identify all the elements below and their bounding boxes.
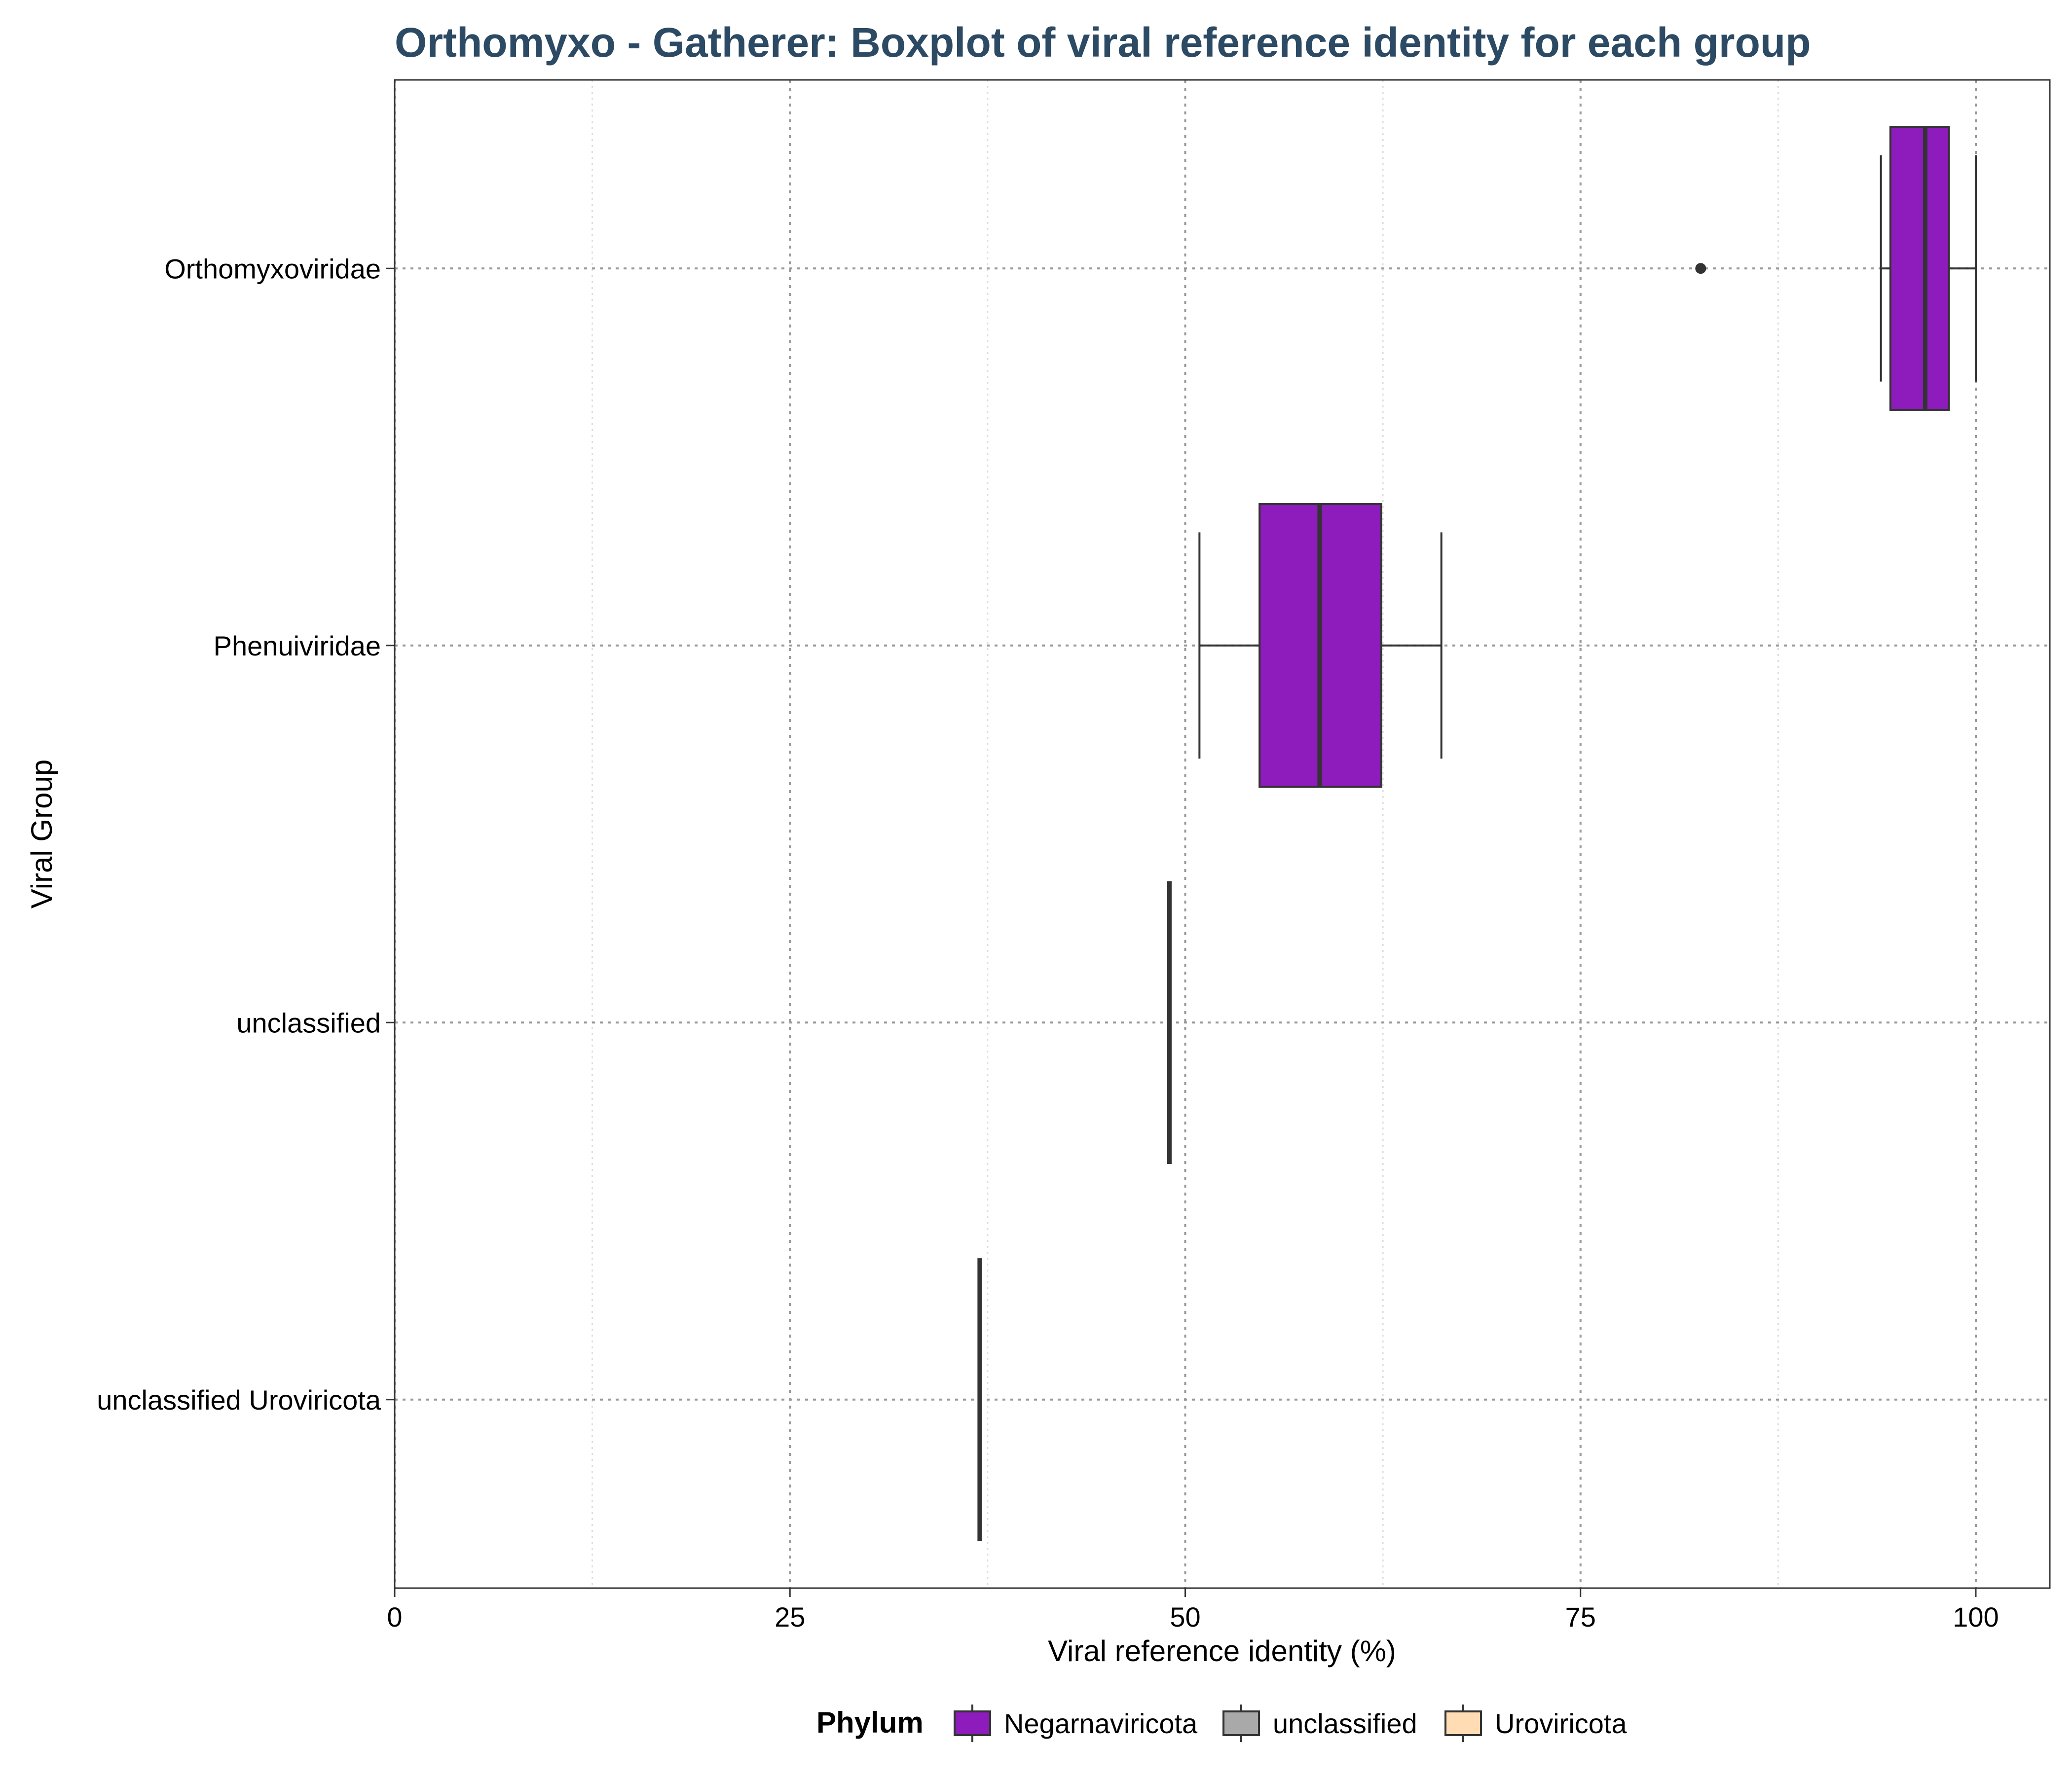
legend-title: Phylum	[816, 1706, 924, 1739]
legend: Phylum Negarnaviricota unclassified Urovir…	[816, 1705, 1627, 1742]
y-axis-title: Viral Group	[25, 760, 58, 908]
chart-title: Orthomyxo - Gatherer: Boxplot of viral r…	[395, 19, 1811, 66]
legend-key-box	[1444, 1710, 1482, 1736]
legend-key-box	[1222, 1710, 1260, 1736]
y-tick-label: Orthomyxoviridae	[164, 253, 381, 284]
legend-label: Negarnaviricota	[1004, 1708, 1198, 1739]
legend-label: Uroviricota	[1495, 1708, 1627, 1739]
legend-key-box	[954, 1710, 991, 1736]
box-iqr	[1889, 126, 1950, 411]
x-axis-title: Viral reference identity (%)	[1048, 1634, 1396, 1668]
axis-layer: 0 25 50 75 100 Orthomyxoviridae Phenuiviridae u…	[97, 253, 1999, 1633]
y-tick-label: unclassified Uroviricota	[97, 1384, 381, 1415]
x-tick-label: 50	[1170, 1601, 1200, 1633]
legend-label: unclassified	[1273, 1708, 1417, 1739]
x-tick-label: 75	[1565, 1601, 1596, 1633]
plot-frame	[394, 79, 2051, 1589]
y-tick-label: Phenuiviridae	[214, 630, 381, 661]
box-layer	[977, 126, 1977, 1541]
y-tick-label: unclassified	[236, 1007, 381, 1038]
outlier-point	[1695, 263, 1706, 274]
x-tick-label: 25	[775, 1601, 805, 1633]
x-tick-label: 100	[1953, 1601, 1998, 1633]
x-tick-label: 0	[387, 1601, 402, 1633]
